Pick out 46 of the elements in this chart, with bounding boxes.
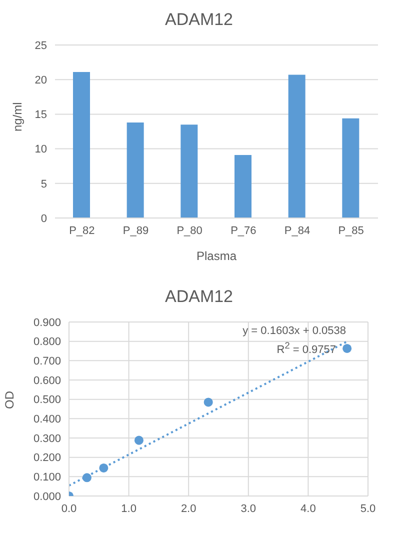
x-tick-label: P_76 <box>230 224 256 237</box>
point <box>342 344 352 353</box>
x-tick-label: P_82 <box>69 224 95 237</box>
y-tick-label: 0.300 <box>33 432 61 445</box>
y-tick-label: 0.200 <box>33 452 61 464</box>
x-tick-label: 4.0 <box>300 502 316 515</box>
bar <box>342 118 360 218</box>
annotation: R$^{2}$ = 0.9757 <box>276 340 336 356</box>
y-axis-title: OD <box>2 390 16 409</box>
y-tick-label: 0.500 <box>33 394 61 406</box>
y-tick-label: 25 <box>34 40 47 52</box>
x-axis-title: Plasma <box>196 249 237 263</box>
y-tick-label: 15 <box>34 109 47 122</box>
x-tick-label: 3.0 <box>240 502 256 515</box>
bar <box>126 122 144 218</box>
annotation: y = 0.1603x + 0.0538 <box>242 325 346 337</box>
bar <box>73 72 90 218</box>
y-tick-label: 0.400 <box>33 414 61 426</box>
point <box>134 436 144 445</box>
x-tick-label: 2.0 <box>180 502 196 515</box>
bar <box>234 155 252 218</box>
y-tick-label: 0 <box>40 212 47 225</box>
y-tick-label: 10 <box>34 144 47 156</box>
y-tick-label: 0.600 <box>33 374 61 387</box>
y-tick-label: 0.900 <box>33 316 61 329</box>
y-axis-title: ng/ml <box>10 102 24 132</box>
bar <box>288 74 306 218</box>
y-tick-label: 0.700 <box>33 356 61 368</box>
point <box>204 398 213 407</box>
y-tick-label: 0.800 <box>33 336 61 348</box>
y-tick-label: 0.000 <box>33 490 61 503</box>
point <box>82 473 92 482</box>
y-tick-label: 20 <box>34 74 47 87</box>
y-tick-label: 5 <box>40 178 47 190</box>
x-tick-label: P_84 <box>284 224 310 237</box>
x-tick-label: P_89 <box>122 224 149 237</box>
x-tick-label: 1.0 <box>121 502 136 515</box>
x-tick-label: 5.0 <box>360 502 376 515</box>
x-tick-label: P_80 <box>176 224 202 237</box>
x-tick-label: 0.0 <box>61 502 77 515</box>
y-tick-label: 0.100 <box>33 472 61 484</box>
x-tick-label: P_85 <box>338 224 364 237</box>
chart-title: ADAM12 <box>164 10 234 29</box>
bar <box>180 124 198 218</box>
point <box>99 463 108 472</box>
chart-title: ADAM12 <box>164 287 234 306</box>
